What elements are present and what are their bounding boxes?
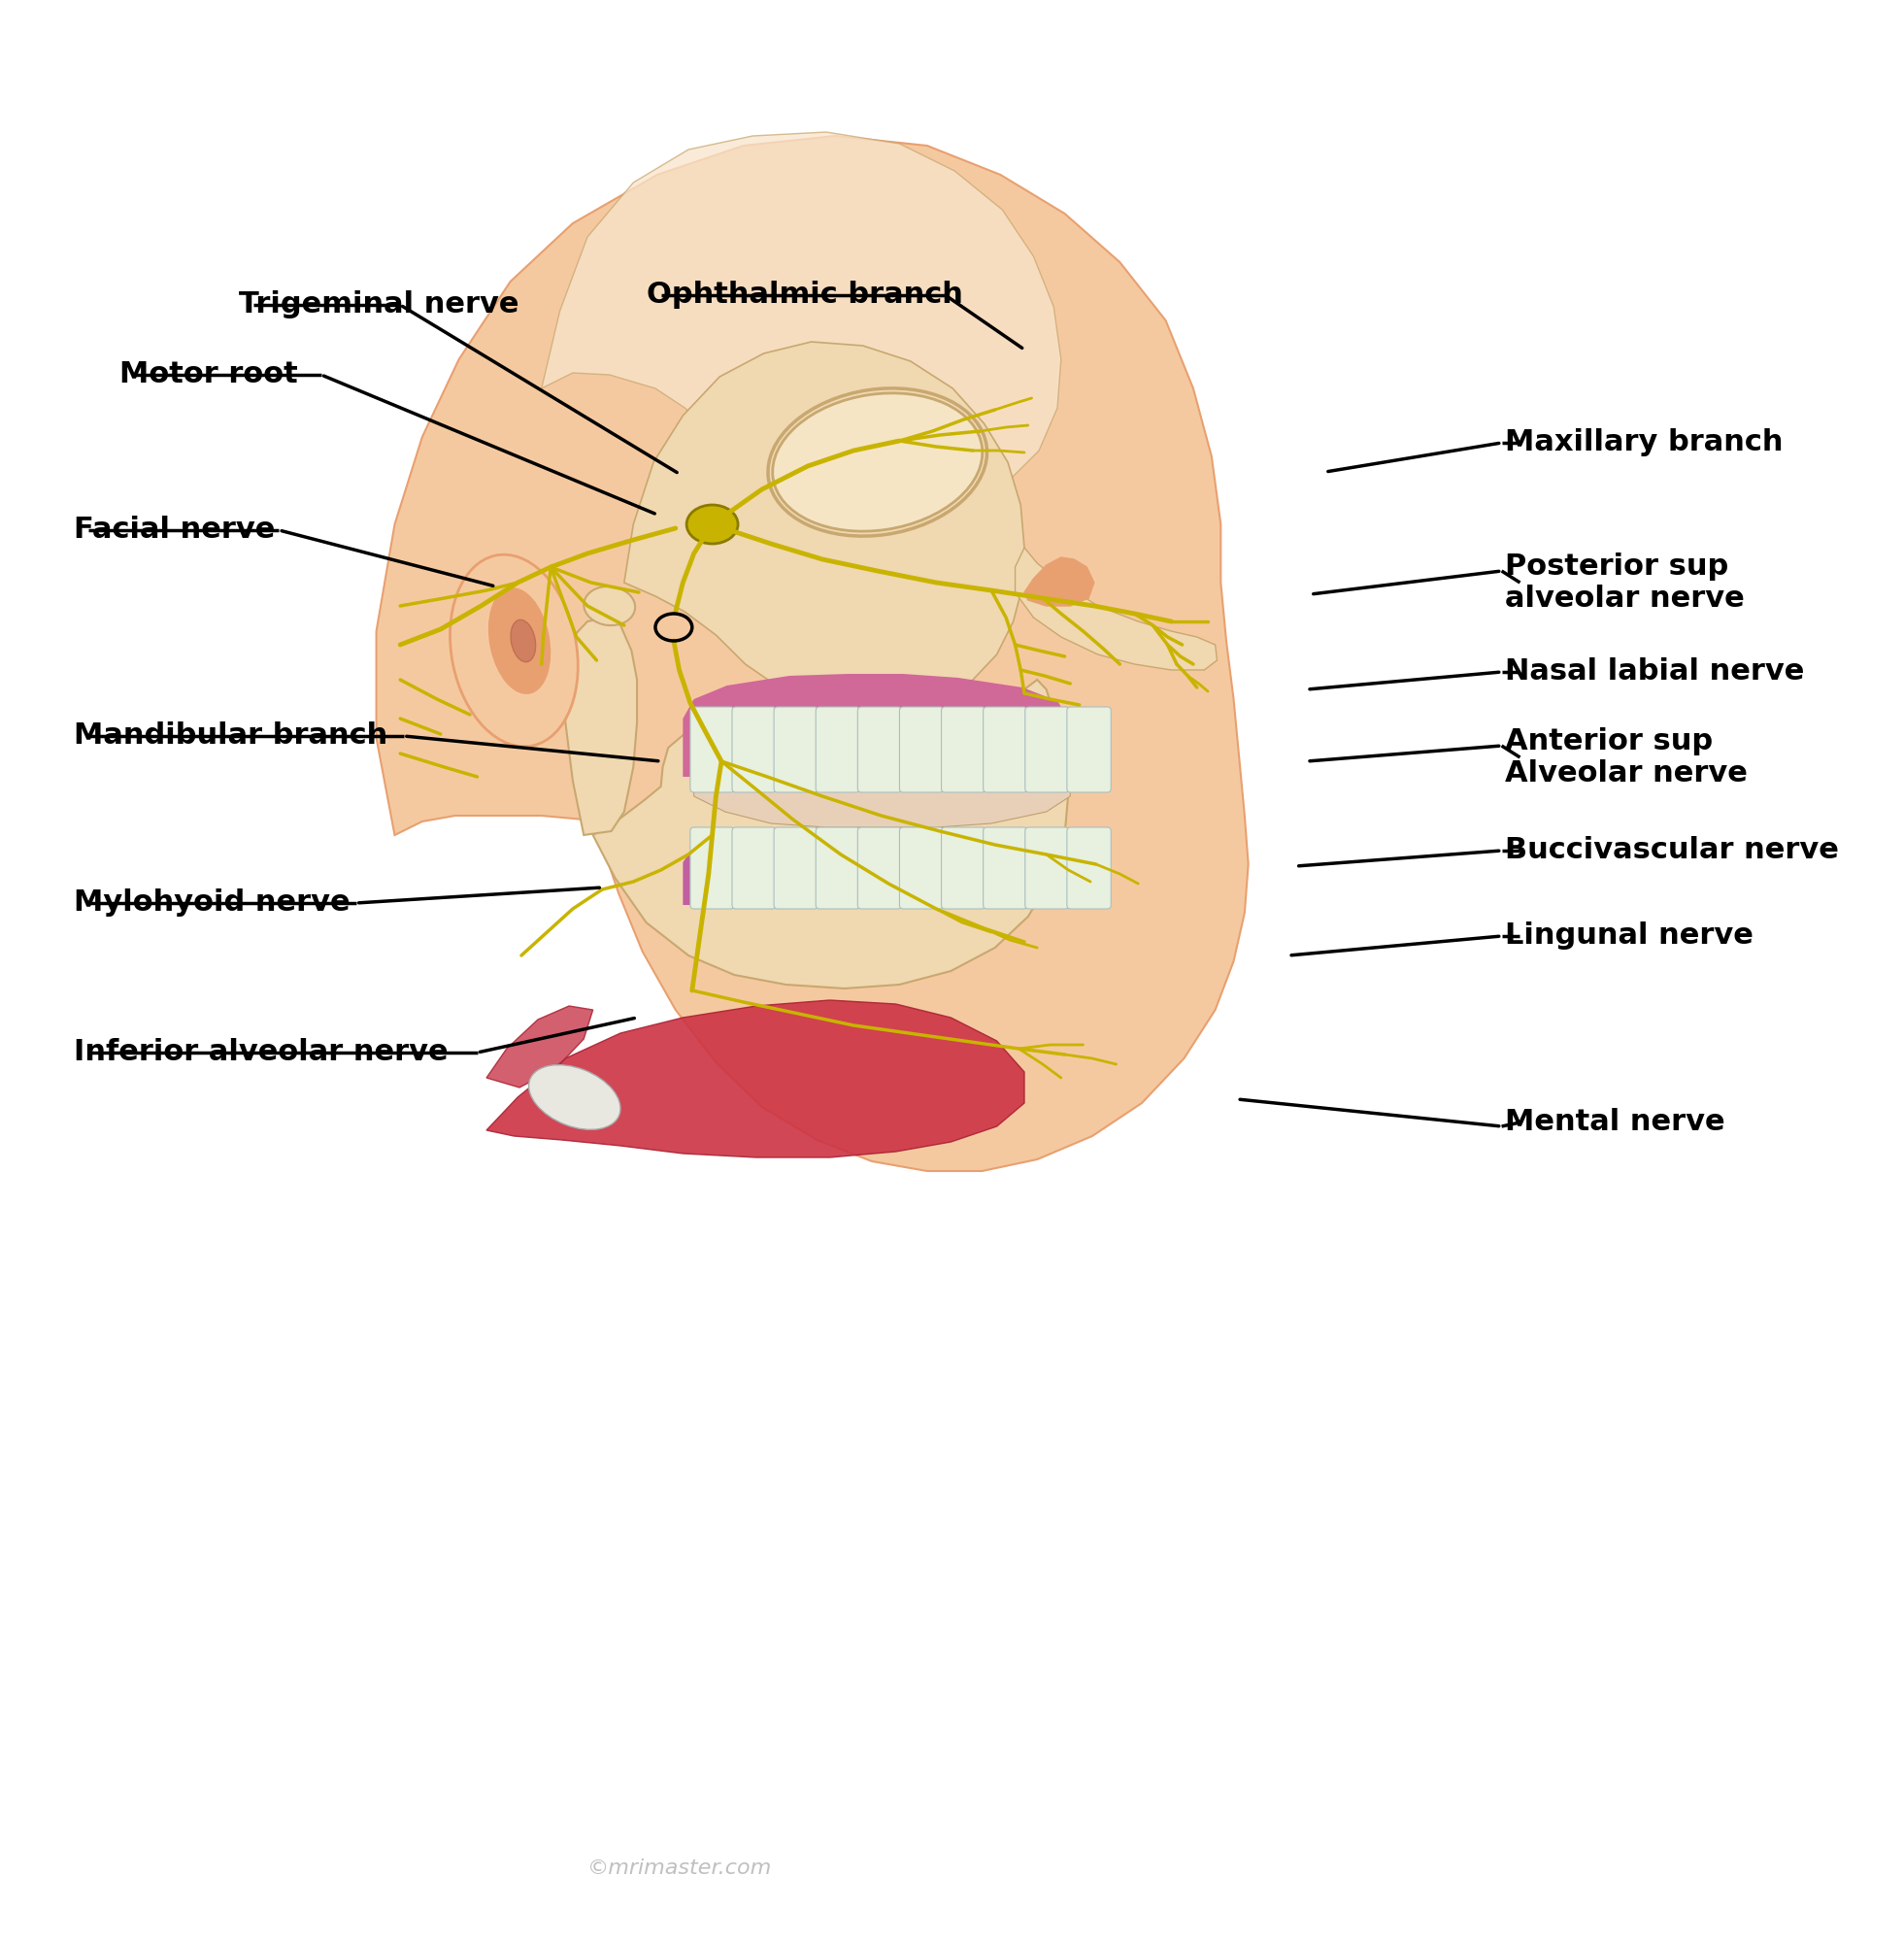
Text: Posterior sup
alveolar nerve: Posterior sup alveolar nerve	[1506, 552, 1744, 614]
Polygon shape	[541, 132, 1061, 509]
Polygon shape	[1015, 548, 1217, 670]
Ellipse shape	[449, 555, 579, 746]
Ellipse shape	[510, 619, 535, 662]
Text: Ophthalmic branch: Ophthalmic branch	[645, 282, 963, 309]
Polygon shape	[684, 827, 1070, 905]
Polygon shape	[486, 1000, 1024, 1157]
FancyBboxPatch shape	[857, 707, 902, 792]
FancyBboxPatch shape	[899, 827, 944, 909]
FancyBboxPatch shape	[982, 827, 1028, 909]
Text: Maxillary branch: Maxillary branch	[1506, 429, 1784, 456]
FancyBboxPatch shape	[733, 707, 777, 792]
FancyBboxPatch shape	[815, 827, 861, 909]
Text: Mylohyoid nerve: Mylohyoid nerve	[74, 889, 350, 917]
Text: Buccivascular nerve: Buccivascular nerve	[1506, 837, 1839, 864]
Polygon shape	[565, 618, 638, 835]
FancyBboxPatch shape	[941, 827, 986, 909]
FancyBboxPatch shape	[733, 827, 777, 909]
FancyBboxPatch shape	[899, 707, 944, 792]
Ellipse shape	[585, 586, 636, 625]
Text: Inferior alveolar nerve: Inferior alveolar nerve	[74, 1039, 447, 1066]
Polygon shape	[486, 1006, 592, 1088]
Polygon shape	[625, 342, 1024, 711]
FancyBboxPatch shape	[1066, 707, 1110, 792]
Polygon shape	[592, 680, 1068, 988]
FancyBboxPatch shape	[815, 707, 861, 792]
FancyBboxPatch shape	[691, 827, 735, 909]
Text: Lingunal nerve: Lingunal nerve	[1506, 922, 1754, 950]
Text: Mandibular branch: Mandibular branch	[74, 722, 387, 750]
Polygon shape	[1024, 557, 1095, 606]
Polygon shape	[684, 674, 1070, 777]
FancyBboxPatch shape	[773, 827, 819, 909]
Ellipse shape	[773, 392, 982, 532]
Polygon shape	[693, 777, 1070, 827]
Polygon shape	[377, 136, 1249, 1171]
FancyBboxPatch shape	[941, 707, 986, 792]
FancyBboxPatch shape	[1024, 827, 1070, 909]
Text: Anterior sup
Alveolar nerve: Anterior sup Alveolar nerve	[1506, 726, 1748, 788]
FancyBboxPatch shape	[857, 827, 902, 909]
Text: Trigeminal nerve: Trigeminal nerve	[238, 291, 518, 318]
Text: Nasal labial nerve: Nasal labial nerve	[1506, 658, 1805, 686]
FancyBboxPatch shape	[773, 707, 819, 792]
Text: Facial nerve: Facial nerve	[74, 517, 274, 544]
Text: Motor root: Motor root	[120, 361, 297, 388]
FancyBboxPatch shape	[691, 707, 735, 792]
FancyBboxPatch shape	[1024, 707, 1070, 792]
Ellipse shape	[489, 588, 550, 693]
FancyBboxPatch shape	[982, 707, 1028, 792]
Text: Mental nerve: Mental nerve	[1506, 1109, 1725, 1136]
Text: ©mrimaster.com: ©mrimaster.com	[586, 1858, 771, 1878]
Ellipse shape	[687, 505, 739, 544]
Ellipse shape	[529, 1064, 621, 1130]
FancyBboxPatch shape	[1066, 827, 1110, 909]
